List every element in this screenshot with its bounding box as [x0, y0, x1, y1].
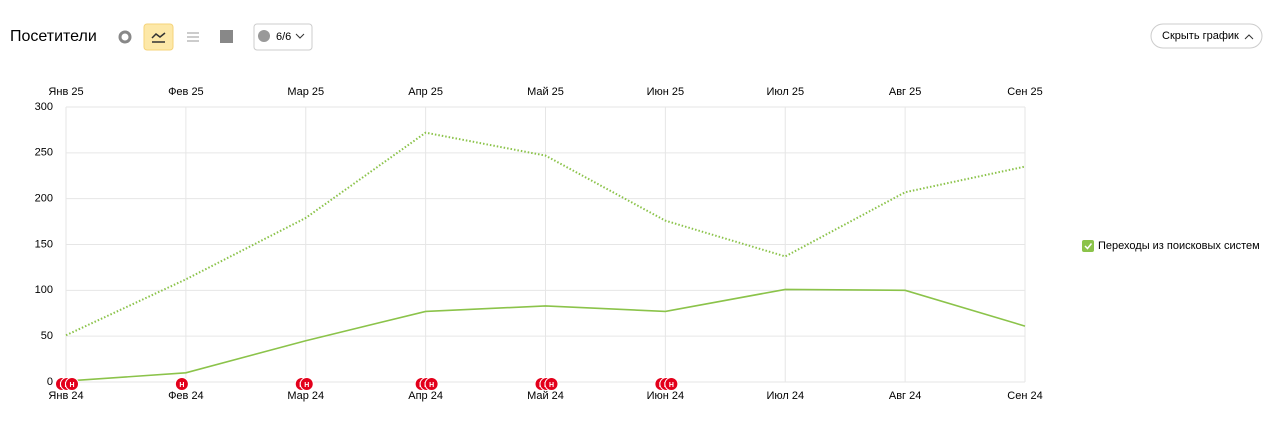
legend-check — [1084, 243, 1093, 250]
y-tick-label: 100 — [35, 284, 53, 296]
annotation-marker: Н — [299, 377, 314, 391]
y-tick-label: 200 — [35, 193, 53, 205]
annotation-dot — [664, 377, 679, 391]
line-icon — [151, 32, 166, 43]
annotation-dot — [424, 377, 439, 391]
x2-tick-label: Июн 25 — [647, 86, 685, 98]
hide-chart-label: Скрыть график — [1162, 30, 1239, 42]
x-tick-label: Май 24 — [527, 390, 564, 402]
annotation-dot — [174, 377, 189, 391]
x-tick-label: Апр 24 — [408, 390, 443, 402]
chevron — [1244, 34, 1254, 40]
y-tick-label: 50 — [41, 330, 53, 342]
annotation-label: Н — [669, 382, 674, 389]
y-tick-label: 0 — [47, 376, 53, 388]
annotation-dot — [544, 377, 559, 391]
y-tick-label: 150 — [35, 238, 53, 250]
x-tick-label: Сен 24 — [1007, 390, 1042, 402]
chevron — [295, 33, 305, 39]
x2-tick-label: Май 25 — [527, 86, 564, 98]
annotation-marker: Н — [544, 377, 559, 391]
filter-label: 6/6 — [276, 31, 291, 43]
legend-checkbox[interactable] — [1082, 240, 1094, 252]
annotation-marker: Н — [65, 377, 79, 391]
annotation-marker: Н — [174, 377, 189, 391]
x-tick-label: Июн 24 — [647, 390, 685, 402]
bar-icon[interactable] — [220, 30, 233, 43]
annotation-label: Н — [69, 382, 74, 389]
filter-button[interactable] — [253, 23, 313, 51]
x-tick-label: Янв 24 — [48, 390, 83, 402]
annotation-marker: Н — [664, 377, 679, 391]
series-line — [65, 288, 1026, 382]
line-mode[interactable] — [143, 23, 174, 51]
legend-label: Переходы из поисковых систем — [1098, 240, 1260, 252]
y-tick-label: 300 — [35, 101, 53, 113]
x2-tick-label: Мар 25 — [287, 86, 324, 98]
chart-title: Посетители — [10, 28, 97, 45]
area-icon[interactable] — [187, 32, 199, 42]
hide-chart-button[interactable] — [1150, 23, 1263, 49]
x-tick-label: Авг 24 — [889, 390, 921, 402]
x2-tick-label: Сен 25 — [1007, 86, 1042, 98]
x2-tick-label: Июл 25 — [766, 86, 804, 98]
annotation-dot — [65, 377, 79, 391]
x-tick-label: Фев 24 — [168, 390, 204, 402]
x2-tick-label: Апр 25 — [408, 86, 443, 98]
x-tick-label: Мар 24 — [287, 390, 324, 402]
x2-tick-label: Авг 25 — [889, 86, 921, 98]
x2-tick-label: Янв 25 — [48, 86, 83, 98]
annotation-label: Н — [549, 382, 554, 389]
annotation-label: Н — [429, 382, 434, 389]
annotation-label: Н — [304, 382, 309, 389]
y-tick-label: 250 — [35, 147, 53, 159]
toolbar: 6/6 Скрыть график — [118, 23, 1263, 51]
x2-tick-label: Фев 25 — [168, 86, 204, 98]
annotation-marker: Н — [424, 377, 439, 391]
pie-icon[interactable] — [118, 30, 132, 44]
annotation-dot — [299, 377, 314, 391]
x-tick-label: Июл 24 — [766, 390, 804, 402]
series-line — [65, 131, 1026, 337]
comment-icon — [258, 30, 270, 42]
annotation-label: Н — [179, 382, 184, 389]
